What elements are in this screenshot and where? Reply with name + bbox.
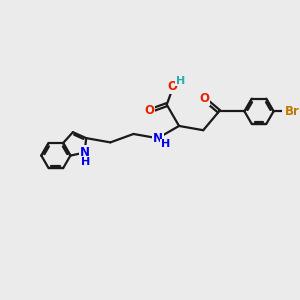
Text: Br: Br: [285, 105, 300, 118]
Text: O: O: [168, 80, 178, 93]
Text: N: N: [80, 146, 90, 159]
Text: H: H: [81, 157, 90, 166]
Text: H: H: [160, 140, 170, 149]
Text: O: O: [144, 104, 154, 117]
Text: H: H: [176, 76, 185, 85]
Text: N: N: [153, 132, 163, 145]
Text: O: O: [200, 92, 209, 105]
